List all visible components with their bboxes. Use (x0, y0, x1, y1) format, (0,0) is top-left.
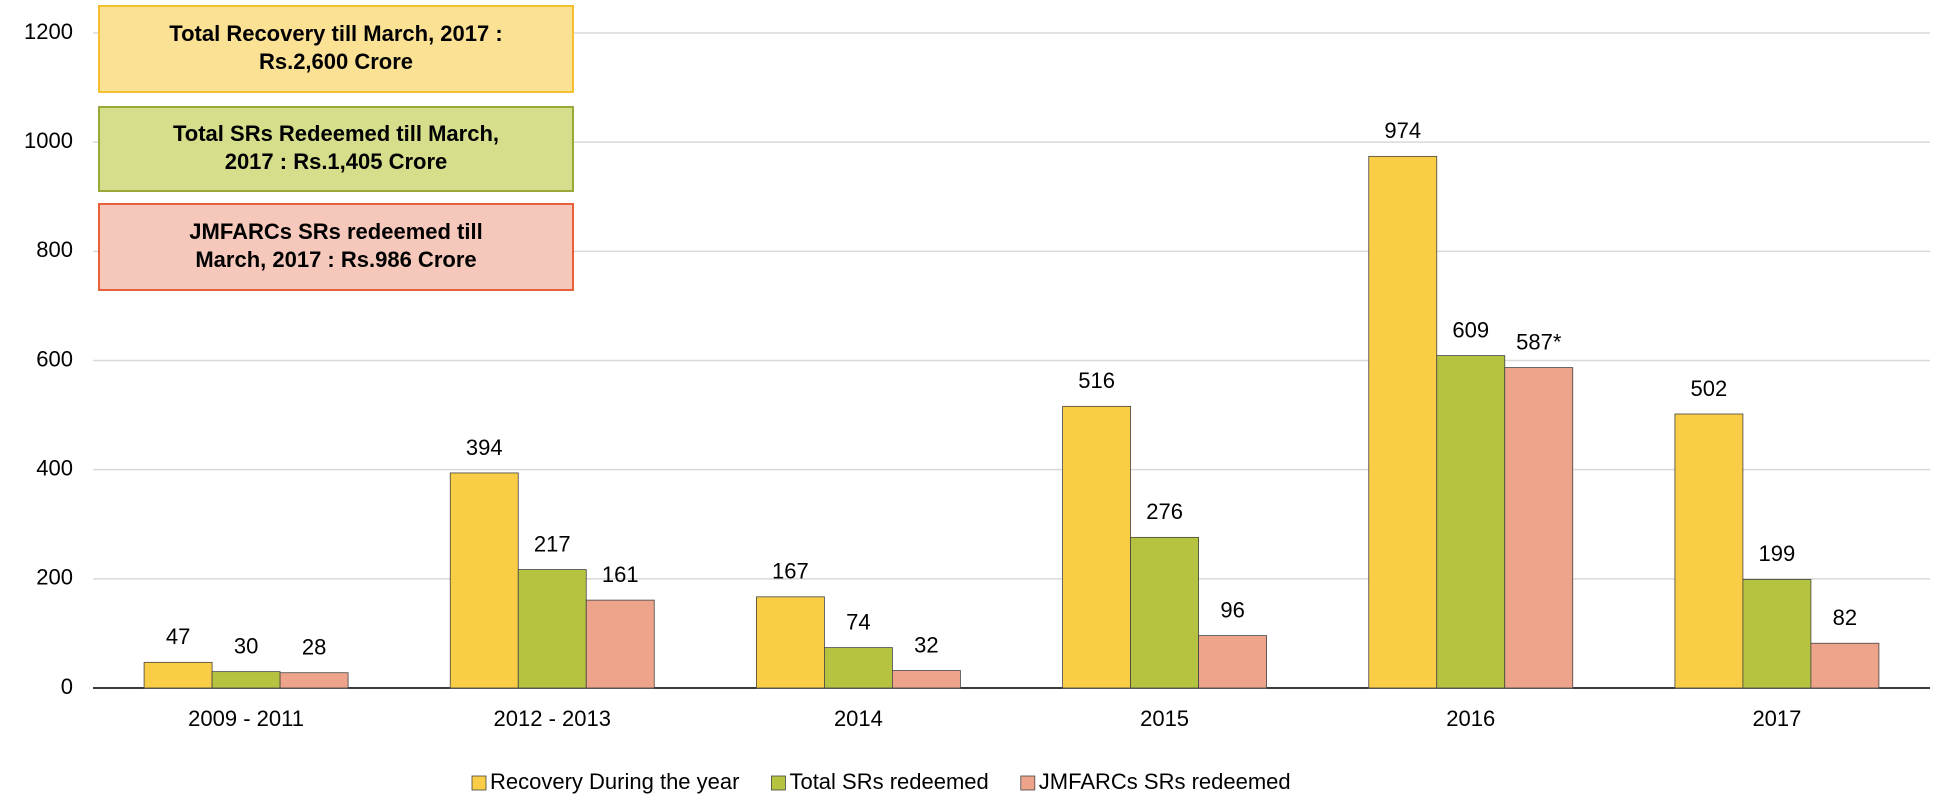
data-label: 587* (1516, 329, 1562, 354)
y-tick-label: 400 (36, 455, 73, 480)
y-tick-label: 0 (61, 674, 73, 699)
data-label: 82 (1833, 605, 1857, 630)
annotation-text: Rs.2,600 Crore (259, 49, 413, 74)
data-label: 30 (234, 633, 258, 658)
data-label: 74 (846, 609, 870, 634)
data-label: 47 (166, 624, 190, 649)
bar (1198, 635, 1267, 689)
annotation-text: Total SRs Redeemed till March, (173, 121, 499, 146)
data-label: 199 (1759, 541, 1796, 566)
y-tick-label: 1000 (24, 128, 73, 153)
data-label: 217 (534, 531, 571, 556)
y-tick-label: 800 (36, 237, 73, 262)
bar (1436, 355, 1506, 689)
annotation-text: JMFARCs SRs redeemed till (189, 219, 482, 244)
bar (143, 661, 213, 689)
annotation-box (98, 203, 574, 291)
bar (585, 599, 655, 689)
bar (1742, 578, 1812, 689)
bar (1674, 413, 1744, 689)
x-tick-label: 2014 (834, 706, 883, 731)
legend-swatch (771, 775, 786, 791)
legend-label: Recovery During the year (490, 769, 739, 794)
bar (824, 647, 893, 689)
data-label: 276 (1146, 499, 1183, 524)
data-label: 609 (1452, 317, 1489, 342)
x-tick-label: 2016 (1446, 706, 1495, 731)
annotation-text: 2017 : Rs.1,405 Crore (225, 149, 448, 174)
bar (756, 596, 825, 689)
y-tick-label: 1200 (24, 19, 73, 44)
data-label: 167 (772, 559, 809, 584)
data-label: 502 (1691, 376, 1728, 401)
data-label: 28 (302, 635, 326, 660)
bar (449, 472, 519, 689)
legend-swatch (1020, 775, 1036, 791)
legend-label: Total SRs redeemed (789, 769, 988, 794)
y-tick-label: 200 (36, 565, 73, 590)
y-tick-label: 600 (36, 346, 73, 371)
bar (279, 672, 349, 689)
annotation-box (98, 5, 574, 93)
bar (1130, 536, 1199, 689)
x-tick-label: 2017 (1752, 706, 1801, 731)
annotation-text: March, 2017 : Rs.986 Crore (195, 247, 476, 272)
bar (1810, 642, 1880, 689)
legend-swatch (471, 775, 487, 791)
data-label: 516 (1078, 368, 1115, 393)
bar (211, 671, 281, 689)
data-label: 96 (1220, 597, 1244, 622)
data-label: 32 (914, 632, 938, 657)
bar (892, 670, 961, 689)
data-label: 974 (1384, 118, 1421, 143)
bar (517, 569, 587, 689)
bar (1062, 405, 1131, 689)
bar (1368, 155, 1438, 689)
annotation-text: Total Recovery till March, 2017 : (169, 21, 502, 46)
legend-label: JMFARCs SRs redeemed (1039, 769, 1291, 794)
data-label: 161 (602, 562, 639, 587)
data-label: 394 (466, 435, 503, 460)
x-tick-label: 2012 - 2013 (494, 706, 611, 731)
x-tick-label: 2009 - 2011 (188, 706, 304, 731)
annotation-box (98, 106, 574, 192)
bar (1504, 367, 1574, 689)
x-tick-label: 2015 (1140, 706, 1189, 731)
